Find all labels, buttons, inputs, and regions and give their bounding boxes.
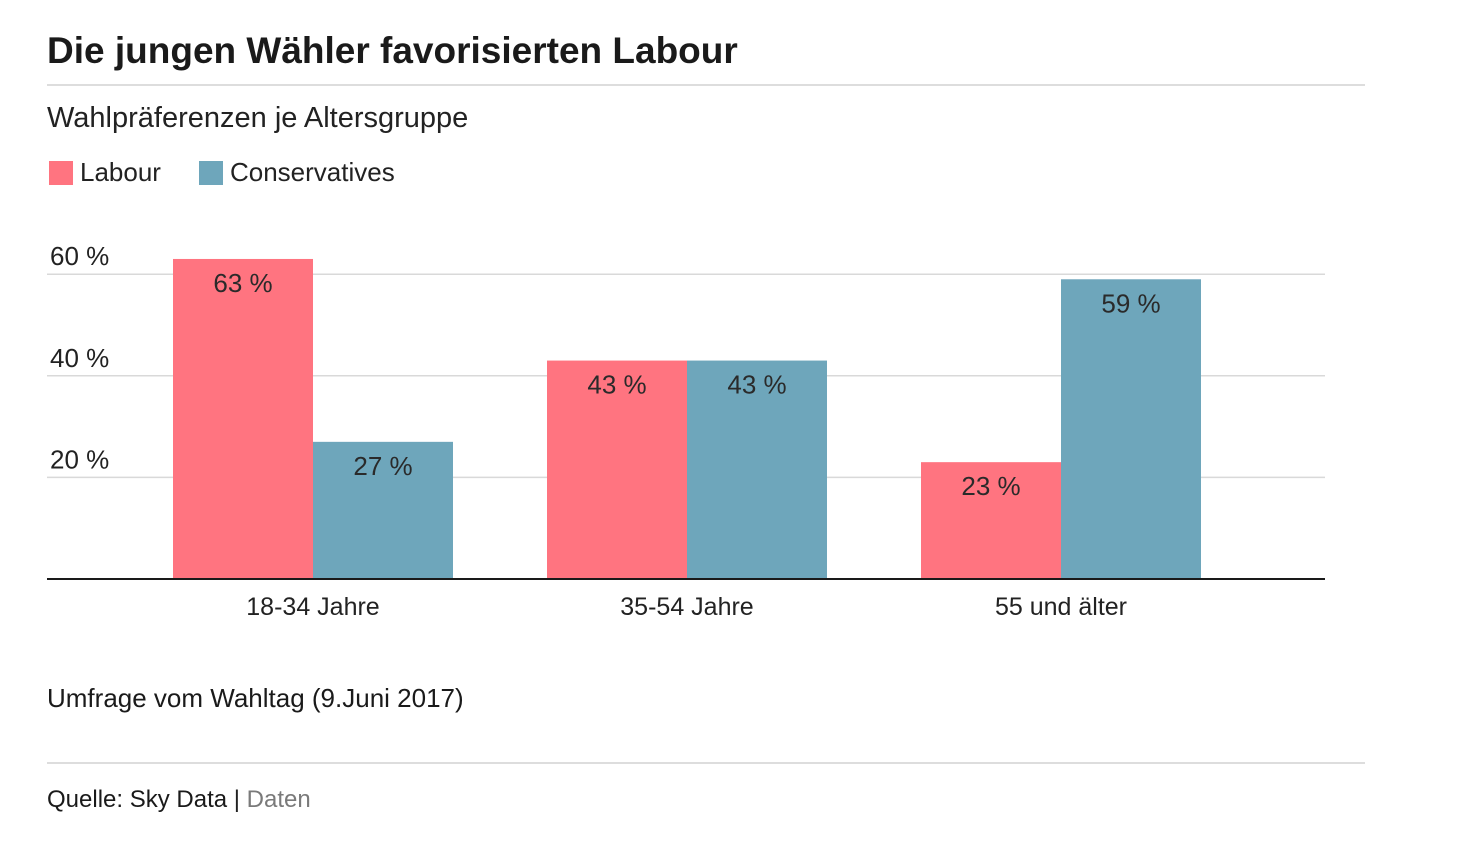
x-tick-label-18-34-jahre: 18-34 Jahre	[246, 593, 379, 621]
data-link[interactable]: Daten	[246, 786, 311, 813]
source-text: Quelle: Sky Data	[47, 786, 228, 813]
x-tick-label-35-54-jahre: 35-54 Jahre	[620, 593, 753, 621]
legend-swatch-labour	[49, 160, 73, 185]
y-tick-label-20: 20 %	[50, 444, 109, 474]
data-label-labour-35-54-jahre: 43 %	[587, 370, 646, 400]
data-label-conservatives-18-34-jahre: 27 %	[353, 451, 412, 481]
legend-label-conservatives: Conservatives	[229, 157, 395, 187]
data-label-labour-18-34-jahre: 63 %	[213, 268, 272, 298]
source-line: Quelle: Sky Data | Daten	[47, 786, 311, 814]
y-tick-label-60: 60 %	[50, 241, 109, 271]
legend: Labour Conservatives	[49, 157, 433, 188]
header-divider	[47, 84, 1365, 86]
bar-conservatives-55-und-älter	[1061, 279, 1201, 579]
legend-item-conservatives: Conservatives	[198, 157, 395, 188]
source-separator: |	[233, 786, 240, 813]
footer-divider	[47, 762, 1365, 764]
bar-conservatives-35-54-jahre	[687, 360, 827, 579]
legend-item-labour: Labour	[49, 157, 161, 188]
bar-labour-35-54-jahre	[547, 360, 687, 579]
x-tick-label-55-und-älter: 55 und älter	[995, 593, 1127, 621]
y-tick-label-40: 40 %	[50, 343, 109, 373]
chart-subtitle: Wahlpräferenzen je Altersgruppe	[47, 102, 469, 134]
legend-swatch-conservatives	[198, 160, 223, 185]
bar-labour-55-und-älter	[921, 462, 1061, 579]
bar-conservatives-18-34-jahre	[313, 441, 453, 579]
data-label-conservatives-55-und-älter: 59 %	[1101, 288, 1160, 318]
data-label-conservatives-35-54-jahre: 43 %	[727, 370, 786, 400]
data-label-labour-55-und-älter: 23 %	[961, 471, 1020, 501]
legend-label-labour: Labour	[80, 157, 161, 187]
chart-title: Die jungen Wähler favorisierten Labour	[47, 30, 738, 71]
survey-note: Umfrage vom Wahltag (9.Juni 2017)	[47, 683, 464, 713]
bar-labour-18-34-jahre	[173, 258, 313, 579]
